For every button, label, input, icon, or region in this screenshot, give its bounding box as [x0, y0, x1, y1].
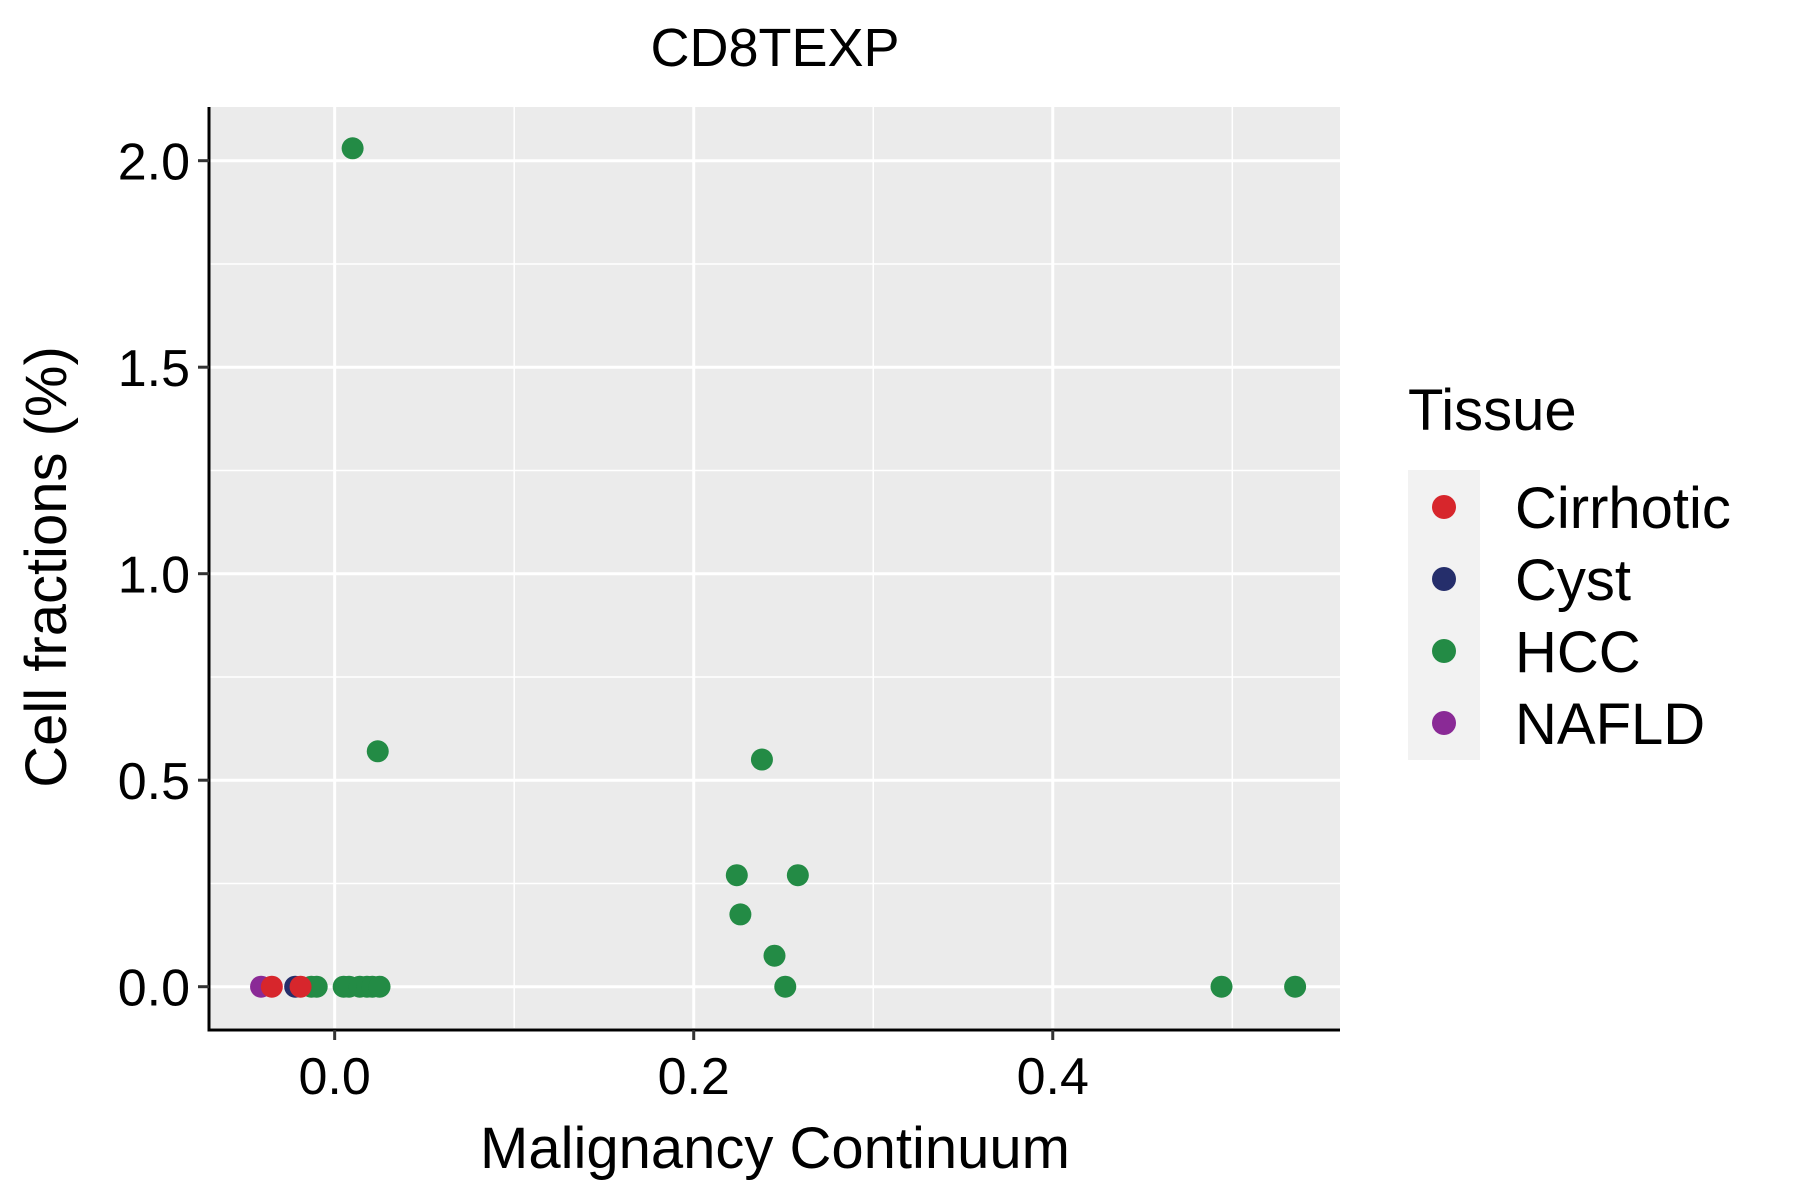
data-point-hcc [763, 944, 786, 967]
x-tick-label: 0.2 [658, 1048, 730, 1106]
data-point-hcc [786, 864, 809, 887]
x-tick-label: 0.4 [1017, 1048, 1089, 1106]
legend-label-cirrhotic: Cirrhotic [1515, 476, 1731, 541]
y-axis-title: Cell fractions (%) [14, 346, 79, 788]
x-tick-label: 0.0 [299, 1048, 371, 1106]
data-point-cirrhotic [289, 975, 312, 998]
data-point-hcc [729, 903, 752, 926]
y-tick-label: 1.5 [118, 340, 190, 398]
data-point-hcc [1210, 975, 1233, 998]
y-tick-label: 0.5 [118, 753, 190, 811]
data-point-hcc [368, 975, 391, 998]
major-gridlines [209, 107, 1340, 1028]
data-point-hcc [725, 864, 748, 887]
data-point-hcc [341, 137, 364, 160]
y-tick-label: 1.0 [118, 547, 190, 605]
x-axis-ticks: 0.0 0.2 0.4 [299, 1030, 1089, 1106]
y-axis-ticks: 0.0 0.5 1.0 1.5 2.0 [118, 134, 209, 1018]
data-point-hcc [305, 975, 328, 998]
data-point-cirrhotic [260, 975, 283, 998]
data-point-hcc [366, 740, 389, 763]
legend-label-cyst: Cyst [1515, 548, 1631, 613]
legend-key-nafld [1432, 711, 1456, 735]
legend-label-hcc: HCC [1515, 620, 1641, 685]
plot-panel [209, 107, 1340, 1028]
legend: Tissue Cirrhotic Cyst HCC NAFLD [1408, 378, 1731, 760]
minor-gridlines [209, 107, 1340, 1028]
y-tick-label: 0.0 [118, 960, 190, 1018]
legend-key-hcc [1432, 639, 1456, 663]
data-point-hcc [774, 975, 797, 998]
legend-title: Tissue [1408, 378, 1577, 443]
data-points [250, 137, 1307, 998]
y-tick-label: 2.0 [118, 134, 190, 192]
x-axis-title: Malignancy Continuum [480, 1116, 1070, 1181]
legend-label-nafld: NAFLD [1515, 692, 1705, 757]
legend-key-cyst [1432, 567, 1456, 591]
data-point-hcc [1284, 975, 1307, 998]
data-point-hcc [750, 748, 773, 771]
legend-key-cirrhotic [1432, 495, 1456, 519]
chart-title: CD8TEXP [650, 18, 899, 78]
